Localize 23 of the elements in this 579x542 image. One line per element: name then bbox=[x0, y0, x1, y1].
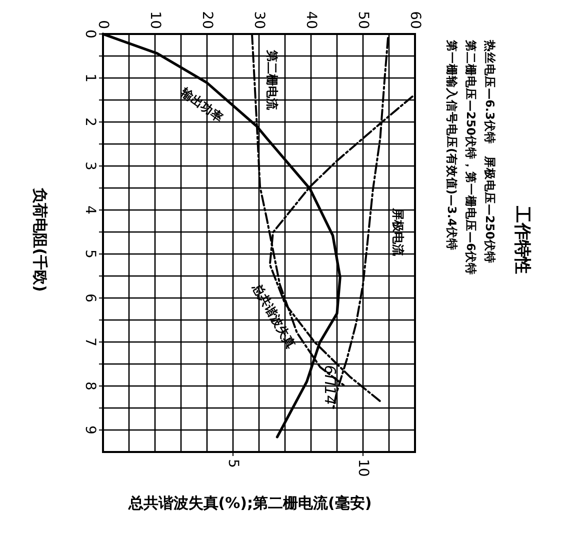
x2-tick-label: 60 bbox=[407, 11, 423, 29]
y-tick-label: 3 bbox=[82, 162, 98, 170]
y-tick-label: 4 bbox=[82, 206, 98, 215]
text: 热丝电压—6.3伏特 屏极电压—250伏特 bbox=[483, 39, 497, 264]
y-tick-label: 6 bbox=[82, 294, 98, 303]
text: 第二栅电压—250伏特，第一栅电压—6伏特 bbox=[464, 39, 478, 276]
x2-tick-label: 10 bbox=[147, 11, 163, 29]
text: 工作特性 bbox=[512, 205, 532, 274]
x2-tick-label: 20 bbox=[199, 11, 215, 29]
text: 第一栅输入信号电压(有效值)—3.4伏特 bbox=[445, 39, 459, 250]
y-tick-label: 8 bbox=[82, 382, 98, 390]
y-tick-label: 5 bbox=[82, 250, 98, 258]
y-tick-label: 9 bbox=[82, 426, 98, 434]
x2-tick-label: 40 bbox=[303, 11, 319, 29]
x2-tick-label: 30 bbox=[251, 11, 267, 29]
y-tick-label: 1 bbox=[82, 74, 98, 82]
y-axis-title: 负荷电阻(千欧) bbox=[31, 187, 49, 292]
x2-tick-label: 0 bbox=[95, 20, 111, 29]
x2-tick-label: 50 bbox=[355, 11, 371, 29]
y-tick-label: 0 bbox=[82, 30, 98, 38]
y-tick-label: 2 bbox=[82, 118, 98, 126]
y-tick-label: 7 bbox=[82, 338, 98, 346]
x-axis-title: 总共谐波失真(%);第二栅电流(毫安) bbox=[127, 494, 372, 512]
